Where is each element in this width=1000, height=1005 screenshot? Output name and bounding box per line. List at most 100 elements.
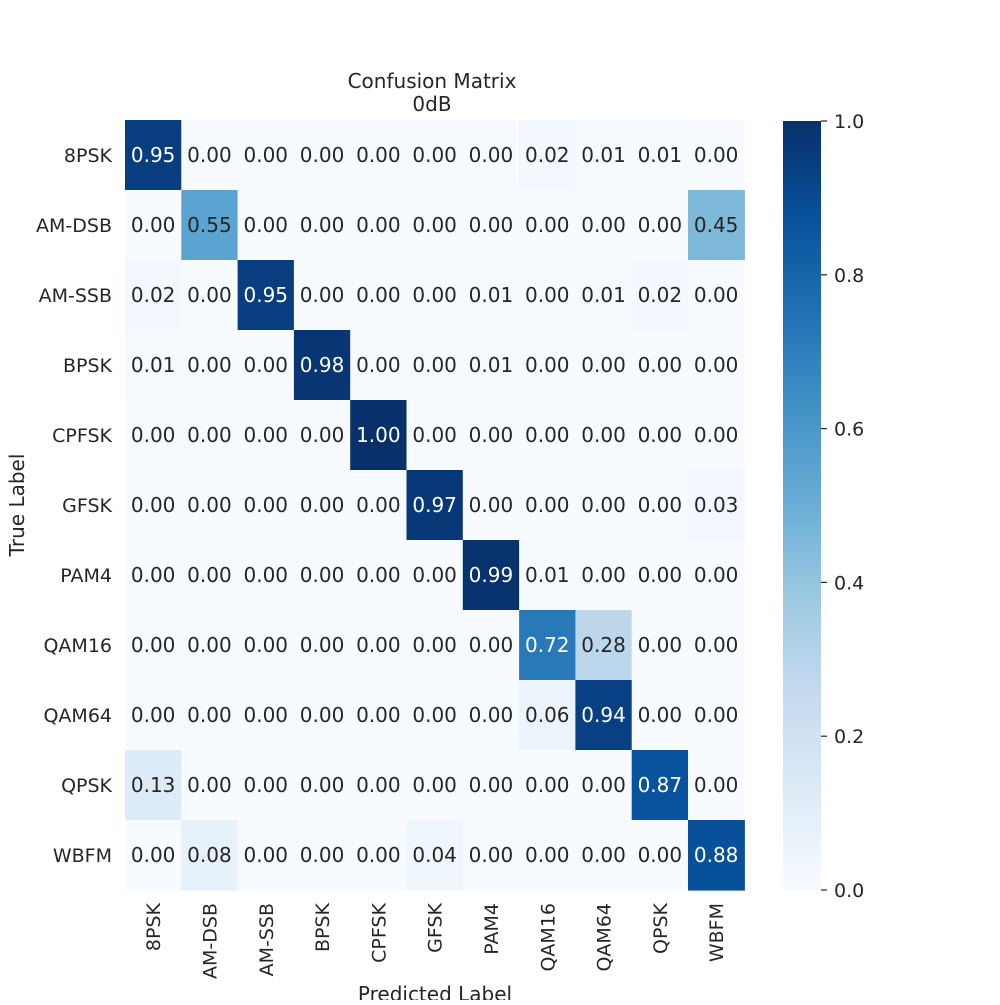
cell-value-label: 0.00	[300, 143, 345, 167]
heatmap-cell	[181, 820, 239, 891]
cell-value-label: 0.00	[243, 633, 288, 657]
x-tick-labels: 8PSK AM-DSB AM-SSB BPSK CPFSK GFSK PAM4 QAM16 QA…	[143, 902, 728, 979]
heatmap-cell	[688, 470, 745, 541]
cell-value-label: 0.00	[300, 633, 345, 657]
heatmap-cell	[519, 470, 576, 541]
cell-value-label: 0.00	[356, 213, 401, 237]
heatmap-cell	[237, 330, 295, 401]
cell-value-label: 0.00	[243, 703, 288, 727]
cell-value-label: 0.00	[638, 843, 683, 867]
cell-value-label: 0.00	[356, 563, 401, 587]
cell-value-label: 0.00	[581, 213, 626, 237]
y-tick-label: CPFSK	[52, 425, 112, 447]
heatmap-cell	[631, 540, 689, 611]
colorbar-tick-label: 0.2	[834, 726, 864, 748]
heatmap-cell	[350, 260, 408, 331]
heatmap-cell	[125, 330, 182, 401]
x-tick-label: WBFM	[706, 903, 728, 962]
cell-value-label: 0.00	[638, 633, 683, 657]
cell-value-label: 0.00	[469, 773, 514, 797]
heatmap-cell	[237, 820, 295, 891]
cell-value-label: 0.00	[187, 283, 232, 307]
heatmap-cell	[688, 610, 745, 681]
heatmap-cell	[406, 260, 464, 331]
heatmap-cell	[350, 190, 408, 261]
heatmap-cell	[462, 400, 520, 471]
cell-value-label: 0.00	[581, 843, 626, 867]
heatmap-cell	[237, 680, 295, 751]
cell-value-label: 0.02	[638, 283, 683, 307]
heatmap-cell	[462, 610, 520, 681]
cell-value-label: 0.01	[581, 143, 626, 167]
heatmap-cell	[575, 190, 633, 261]
heatmap-cell	[350, 750, 408, 821]
x-axis-label: Predicted Label	[358, 982, 512, 1000]
x-tick-label: GFSK	[425, 902, 447, 952]
cell-value-label: 0.08	[187, 843, 232, 867]
y-tick-label: 8PSK	[64, 145, 113, 167]
y-tick-label: AM-DSB	[36, 215, 112, 237]
cell-value-label: 0.00	[300, 493, 345, 517]
heatmap-cell	[406, 190, 464, 261]
heatmap-cell	[181, 190, 239, 261]
colorbar-tick-label: 0.4	[834, 572, 864, 594]
cell-value-label: 0.00	[243, 143, 288, 167]
cell-value-label: 0.00	[300, 283, 345, 307]
heatmap-cell	[237, 260, 295, 331]
cell-value-label: 0.00	[187, 633, 232, 657]
heatmap-cell	[125, 540, 182, 611]
heatmap-cell	[519, 750, 576, 821]
heatmap-cell	[519, 400, 576, 471]
cell-value-label: 0.00	[694, 703, 739, 727]
heatmap-cell	[688, 820, 745, 891]
heatmap-cell	[519, 820, 576, 891]
x-tick-label: QAM16	[537, 903, 559, 972]
heatmap-cell	[237, 470, 295, 541]
cell-value-label: 0.00	[131, 843, 176, 867]
heatmap-cell	[575, 750, 633, 821]
heatmap-cell	[462, 260, 520, 331]
heatmap-cell	[293, 540, 351, 611]
heatmap-cell	[575, 540, 633, 611]
heatmap-cell	[406, 820, 464, 891]
x-tick-label: QAM64	[594, 903, 616, 972]
cell-value-label: 0.00	[412, 283, 457, 307]
cell-value-label: 0.72	[525, 633, 570, 657]
cell-value-label: 0.00	[300, 703, 345, 727]
cell-value-label: 0.00	[525, 283, 570, 307]
heatmap-cell	[181, 680, 239, 751]
chart-title: Confusion Matrix	[348, 69, 517, 93]
cell-value-label: 0.00	[694, 773, 739, 797]
heatmap-cell	[406, 470, 464, 541]
cell-value-label: 0.00	[469, 843, 514, 867]
heatmap-cell	[293, 470, 351, 541]
y-tick-label: QAM64	[43, 705, 112, 727]
heatmap-cell	[462, 120, 520, 191]
heatmap-cell	[688, 750, 745, 821]
cell-value-label: 0.00	[243, 563, 288, 587]
cell-value-label: 0.00	[131, 213, 176, 237]
cell-value-label: 0.00	[131, 493, 176, 517]
cell-value-label: 0.00	[581, 353, 626, 377]
heatmap-cell	[406, 120, 464, 191]
heatmap-cell	[688, 260, 745, 331]
cell-value-label: 0.00	[469, 213, 514, 237]
y-tick-label: GFSK	[62, 495, 112, 517]
heatmap-cell	[181, 400, 239, 471]
cell-value-label: 0.95	[243, 283, 288, 307]
heatmap-cell	[631, 260, 689, 331]
heatmap-cell	[350, 120, 408, 191]
heatmap-cell	[125, 260, 182, 331]
heatmap-cell	[125, 400, 182, 471]
heatmap-cell	[575, 120, 633, 191]
x-tick-label: AM-SSB	[256, 903, 278, 976]
heatmap-cell	[575, 400, 633, 471]
cell-value-label: 0.02	[525, 143, 570, 167]
x-tick-label: CPFSK	[368, 902, 390, 962]
heatmap-cell	[237, 750, 295, 821]
cell-value-label: 0.00	[131, 633, 176, 657]
cell-value-label: 0.00	[525, 213, 570, 237]
cell-value-label: 0.00	[469, 423, 514, 447]
cell-value-label: 0.00	[694, 353, 739, 377]
colorbar: 0.0 0.2 0.4 0.6 0.8 1.0	[783, 111, 864, 902]
